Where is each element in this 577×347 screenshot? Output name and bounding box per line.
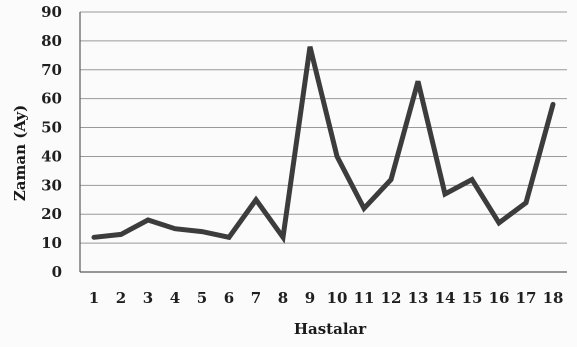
x-tick-label: 13 bbox=[408, 289, 429, 307]
y-tick-label: 50 bbox=[41, 119, 62, 137]
axes bbox=[79, 12, 567, 273]
x-tick-label: 17 bbox=[516, 289, 537, 307]
y-tick-label: 90 bbox=[41, 3, 62, 21]
x-tick-label: 4 bbox=[170, 289, 180, 307]
x-tick-label: 1 bbox=[89, 289, 99, 307]
x-tick-label: 10 bbox=[327, 289, 348, 307]
y-tick-label: 80 bbox=[41, 32, 62, 50]
x-tick-labels: 1 2 3 4 5 6 7 8 9 10 11 12 13 14 15 16 17 18 bbox=[89, 289, 564, 307]
y-tick-label: 60 bbox=[41, 90, 62, 108]
x-tick-label: 3 bbox=[143, 289, 153, 307]
y-tick-label: 40 bbox=[41, 147, 62, 165]
x-tick-label: 5 bbox=[197, 289, 207, 307]
y-tick-label: 30 bbox=[41, 176, 62, 194]
x-tick-label: 8 bbox=[278, 289, 288, 307]
x-tick-label: 2 bbox=[116, 289, 126, 307]
y-tick-label: 20 bbox=[41, 205, 62, 223]
y-axis-title: Zaman (Ay) bbox=[11, 105, 29, 201]
gridlines bbox=[80, 11, 567, 244]
y-tick-label: 70 bbox=[41, 61, 62, 79]
x-tick-label: 12 bbox=[381, 289, 402, 307]
series-layer bbox=[91, 46, 556, 244]
x-tick-label: 7 bbox=[251, 289, 261, 307]
x-tick-label: 18 bbox=[543, 289, 564, 307]
series-line bbox=[91, 46, 556, 244]
x-axis-title: Hastalar bbox=[294, 320, 367, 338]
x-tick-label: 15 bbox=[462, 289, 483, 307]
y-tick-labels: 0 10 20 30 40 50 60 70 80 90 bbox=[41, 3, 62, 281]
y-tick-label: 10 bbox=[41, 234, 62, 252]
x-tick-label: 14 bbox=[435, 289, 456, 307]
x-tick-label: 11 bbox=[354, 289, 375, 307]
x-tick-label: 16 bbox=[489, 289, 510, 307]
x-tick-label: 6 bbox=[224, 289, 234, 307]
x-tick-label: 9 bbox=[305, 289, 315, 307]
y-tick-label: 0 bbox=[52, 263, 62, 281]
